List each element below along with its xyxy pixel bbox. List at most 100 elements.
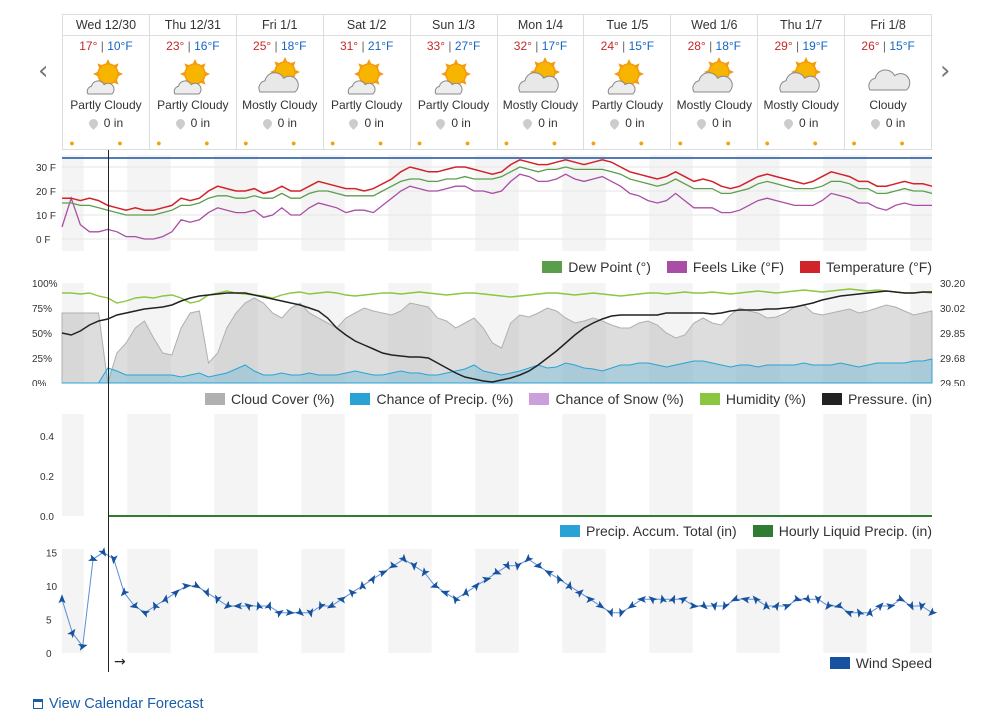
legend-item[interactable]: Pressure. (in) bbox=[821, 391, 932, 407]
precip-amount: 0 in bbox=[324, 116, 410, 131]
high-temp: 17° bbox=[79, 39, 98, 53]
wind-direction-arrow bbox=[98, 547, 107, 557]
wind-direction-arrow bbox=[874, 602, 884, 612]
legend-item[interactable]: Feels Like (°F) bbox=[666, 259, 784, 275]
wind-direction-arrow bbox=[378, 570, 388, 578]
daylight-band bbox=[692, 155, 737, 251]
wind-direction-arrow bbox=[782, 604, 792, 611]
daylight-band bbox=[170, 283, 215, 383]
day-temps: 32° | 17°F bbox=[498, 39, 584, 53]
wind-direction-arrow bbox=[140, 610, 151, 618]
wind-direction-arrow bbox=[698, 600, 708, 610]
day-temps: 26° | 15°F bbox=[845, 39, 931, 53]
raindrop-icon bbox=[695, 117, 708, 131]
day-column[interactable]: Thu 1/7 29° | 19°F Mostly Cloudy 0 in ● ● bbox=[758, 15, 846, 149]
raindrop-icon bbox=[869, 117, 882, 131]
pressure-line bbox=[61, 290, 932, 383]
daylight-band bbox=[692, 549, 737, 653]
prev-arrow-button[interactable]: ‹ bbox=[38, 56, 49, 86]
wind-direction-arrow bbox=[740, 596, 751, 604]
day-column[interactable]: Mon 1/4 32° | 17°F Mostly Cloudy 0 in ● ● bbox=[497, 15, 585, 149]
day-date: Fri 1/1 bbox=[236, 15, 323, 36]
sunrise-sunset-icon: ● ● bbox=[156, 138, 230, 148]
precip-value: 0 in bbox=[451, 116, 471, 130]
legend-swatch bbox=[560, 525, 581, 537]
wind-direction-arrow bbox=[678, 596, 688, 605]
precip-amount: 0 in bbox=[758, 116, 844, 131]
day-temps: 24° | 15°F bbox=[584, 39, 670, 53]
wind-direction-arrow bbox=[181, 582, 192, 590]
wind-direction-arrow bbox=[244, 603, 254, 612]
calendar-icon bbox=[33, 699, 43, 709]
legend-item[interactable]: Precip. Accum. Total (in) bbox=[560, 523, 737, 539]
raindrop-icon bbox=[260, 117, 274, 131]
precip-value: 0 in bbox=[799, 116, 819, 130]
partly-cloudy-icon bbox=[608, 59, 645, 95]
high-temp: 32° bbox=[513, 39, 532, 53]
daylight-band bbox=[344, 155, 389, 251]
legend-item[interactable]: Hourly Liquid Precip. (in) bbox=[752, 523, 932, 539]
legend-item[interactable]: Temperature (°F) bbox=[800, 259, 932, 275]
condition-text: Mostly Cloudy bbox=[502, 98, 579, 112]
precip-chance-area bbox=[62, 358, 933, 384]
legend-swatch bbox=[350, 393, 371, 405]
mostly-cloudy-icon bbox=[779, 57, 822, 93]
precip-value: 0 in bbox=[277, 116, 297, 130]
day-column[interactable]: Fri 1/1 25° | 18°F Mostly Cloudy 0 in ● ● bbox=[236, 15, 324, 149]
y-tick-label: 75% bbox=[32, 304, 52, 315]
legend-label: Dew Point (°) bbox=[568, 259, 651, 275]
wind-direction-arrow bbox=[274, 609, 284, 618]
condition-text: Partly Cloudy bbox=[70, 98, 142, 112]
day-date: Fri 1/8 bbox=[845, 15, 932, 36]
y-tick-label: 5 bbox=[46, 615, 52, 626]
temp-separator: | bbox=[618, 39, 629, 53]
wind-direction-arrow bbox=[895, 594, 906, 602]
partly-cloudy-icon bbox=[173, 59, 210, 95]
temp-separator: | bbox=[531, 39, 542, 53]
y-tick-label: 100% bbox=[32, 279, 58, 290]
precip-value: 0 in bbox=[538, 116, 558, 130]
day-date: Thu 12/31 bbox=[149, 15, 236, 36]
legend-item[interactable]: Chance of Precip. (%) bbox=[350, 391, 513, 407]
wind-direction-arrow bbox=[648, 596, 658, 605]
daylight-band bbox=[431, 283, 476, 383]
legend-item[interactable]: Cloud Cover (%) bbox=[205, 391, 334, 407]
pressure-tick-label: 30.20 bbox=[940, 279, 965, 290]
day-column[interactable]: Thu 12/31 23° | 16°F Partly Cloudy 0 in ● ● bbox=[149, 15, 237, 149]
time-cursor-line[interactable] bbox=[108, 150, 109, 672]
legend-item[interactable]: Dew Point (°) bbox=[542, 259, 651, 275]
y-tick-label: 10 F bbox=[36, 211, 56, 222]
wind-direction-arrow bbox=[58, 594, 66, 604]
high-temp: 29° bbox=[774, 39, 793, 53]
wind-direction-arrow bbox=[264, 601, 272, 611]
legend-item[interactable]: Chance of Snow (%) bbox=[529, 391, 684, 407]
legend-item[interactable]: Wind Speed bbox=[829, 655, 932, 671]
day-column[interactable]: Tue 1/5 24° | 15°F Partly Cloudy 0 in ● ● bbox=[584, 15, 672, 149]
day-column[interactable]: Sun 1/3 33° | 27°F Partly Cloudy 0 in ● ● bbox=[410, 15, 498, 149]
daylight-band bbox=[605, 155, 650, 251]
day-column[interactable]: Fri 1/8 26° | 15°F Cloudy 0 in ● ● bbox=[845, 15, 932, 149]
day-column[interactable]: Wed 1/6 28° | 18°F Mostly Cloudy 0 in ● ● bbox=[671, 15, 759, 149]
temp-separator: | bbox=[97, 39, 108, 53]
wind-direction-arrow bbox=[844, 610, 855, 618]
wind-direction-arrow bbox=[223, 600, 234, 610]
wind-direction-arrow bbox=[421, 567, 430, 577]
legend-item[interactable]: Humidity (%) bbox=[699, 391, 806, 407]
sunrise-sunset-icon: ● ● bbox=[69, 138, 143, 148]
condition-text: Partly Cloudy bbox=[591, 98, 664, 112]
daylight-band bbox=[83, 549, 128, 653]
condition-text: Partly Cloudy bbox=[417, 98, 490, 112]
wind-direction-arrow bbox=[524, 553, 534, 563]
wind-direction-arrow bbox=[866, 607, 873, 618]
low-temp: 17°F bbox=[541, 39, 568, 53]
day-column[interactable]: Wed 12/30 17° | 10°F Partly Cloudy 0 in ● ● bbox=[63, 15, 150, 149]
wind-direction-arrow bbox=[367, 574, 376, 585]
wind-direction-arrow bbox=[637, 595, 647, 603]
view-calendar-forecast-link[interactable]: View Calendar Forecast bbox=[33, 696, 203, 712]
daylight-band bbox=[170, 414, 215, 516]
wind-direction-arrow bbox=[67, 628, 76, 639]
cursor-arrow-icon: → bbox=[114, 654, 126, 670]
day-column[interactable]: Sat 1/2 31° | 21°F Partly Cloudy 0 in ● ● bbox=[323, 15, 411, 149]
next-arrow-button[interactable]: › bbox=[940, 56, 951, 86]
legend-label: Pressure. (in) bbox=[847, 391, 932, 407]
